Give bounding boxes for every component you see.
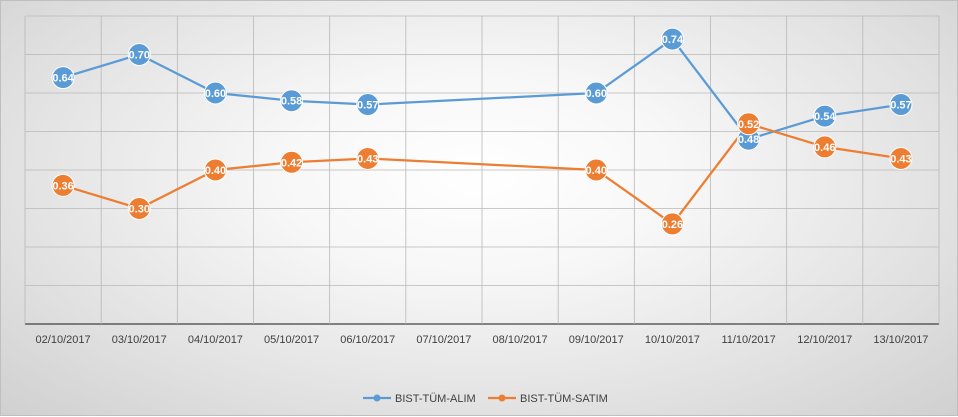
series-lines xyxy=(62,37,902,226)
x-tick-label: 12/10/2017 xyxy=(797,334,852,346)
x-tick-label: 09/10/2017 xyxy=(569,334,624,346)
data-point xyxy=(356,93,380,117)
data-point xyxy=(889,93,913,117)
series-line-2 xyxy=(62,122,902,226)
legend-marker xyxy=(373,394,381,402)
data-point xyxy=(127,43,151,66)
data-point xyxy=(203,81,227,105)
x-tick-label: 11/10/2017 xyxy=(721,334,775,346)
data-label: 0.46 xyxy=(814,142,835,154)
data-point xyxy=(203,158,227,182)
data-label: 0.52 xyxy=(738,119,759,131)
legend-label: BIST-TÜM-SATIM xyxy=(520,393,608,405)
data-label: 0.30 xyxy=(129,204,150,216)
data-markers: 0.64 0.70 0.60 0.58 0.57 0.60 0.74 0.48 0.54 0.57… xyxy=(51,27,913,236)
x-tick-label: 04/10/2017 xyxy=(188,334,243,346)
legend: BIST-TÜM-ALIM BIST-TÜM-SATIM xyxy=(363,393,608,405)
data-point xyxy=(737,112,761,136)
data-point xyxy=(889,146,913,170)
data-point xyxy=(127,197,151,220)
x-axis: 02/10/2017 03/10/2017 04/10/2017 05/10/2017… xyxy=(36,334,929,346)
data-point xyxy=(356,146,380,170)
data-point xyxy=(813,104,837,128)
data-label: 0.57 xyxy=(357,100,378,112)
x-tick-label: 03/10/2017 xyxy=(112,334,167,346)
data-label: 0.42 xyxy=(281,157,302,169)
data-label: 0.43 xyxy=(357,153,378,165)
x-tick-label: 07/10/2017 xyxy=(416,334,471,346)
data-point xyxy=(660,27,684,51)
data-label: 0.64 xyxy=(52,73,74,85)
x-tick-label: 02/10/2017 xyxy=(36,334,91,346)
data-label: 0.60 xyxy=(586,88,607,100)
data-label: 0.48 xyxy=(738,134,759,146)
data-label: 0.57 xyxy=(890,100,911,112)
data-label: 0.70 xyxy=(129,50,150,62)
data-label: 0.54 xyxy=(814,111,836,123)
data-point xyxy=(280,89,304,113)
data-point xyxy=(813,135,837,159)
data-label: 0.40 xyxy=(205,165,226,177)
data-label: 0.40 xyxy=(586,165,607,177)
data-label: 0.58 xyxy=(281,96,302,108)
data-point xyxy=(51,66,75,90)
data-label: 0.43 xyxy=(890,153,911,165)
data-point xyxy=(584,158,608,182)
data-point xyxy=(584,81,608,105)
data-label: 0.26 xyxy=(662,219,683,231)
data-label: 0.74 xyxy=(662,34,684,46)
x-tick-label: 05/10/2017 xyxy=(264,334,319,346)
x-tick-label: 13/10/2017 xyxy=(873,334,928,346)
data-label: 0.36 xyxy=(52,180,73,192)
x-tick-label: 06/10/2017 xyxy=(340,334,395,346)
data-point xyxy=(280,150,304,174)
legend-marker xyxy=(498,394,506,402)
data-point xyxy=(660,212,684,236)
x-tick-label: 10/10/2017 xyxy=(645,334,700,346)
data-label: 0.60 xyxy=(205,88,226,100)
x-tick-label: 08/10/2017 xyxy=(493,334,548,346)
gridlines xyxy=(24,15,940,325)
series-line-1 xyxy=(62,37,902,141)
data-point xyxy=(51,173,75,197)
legend-label: BIST-TÜM-ALIM xyxy=(395,393,476,405)
